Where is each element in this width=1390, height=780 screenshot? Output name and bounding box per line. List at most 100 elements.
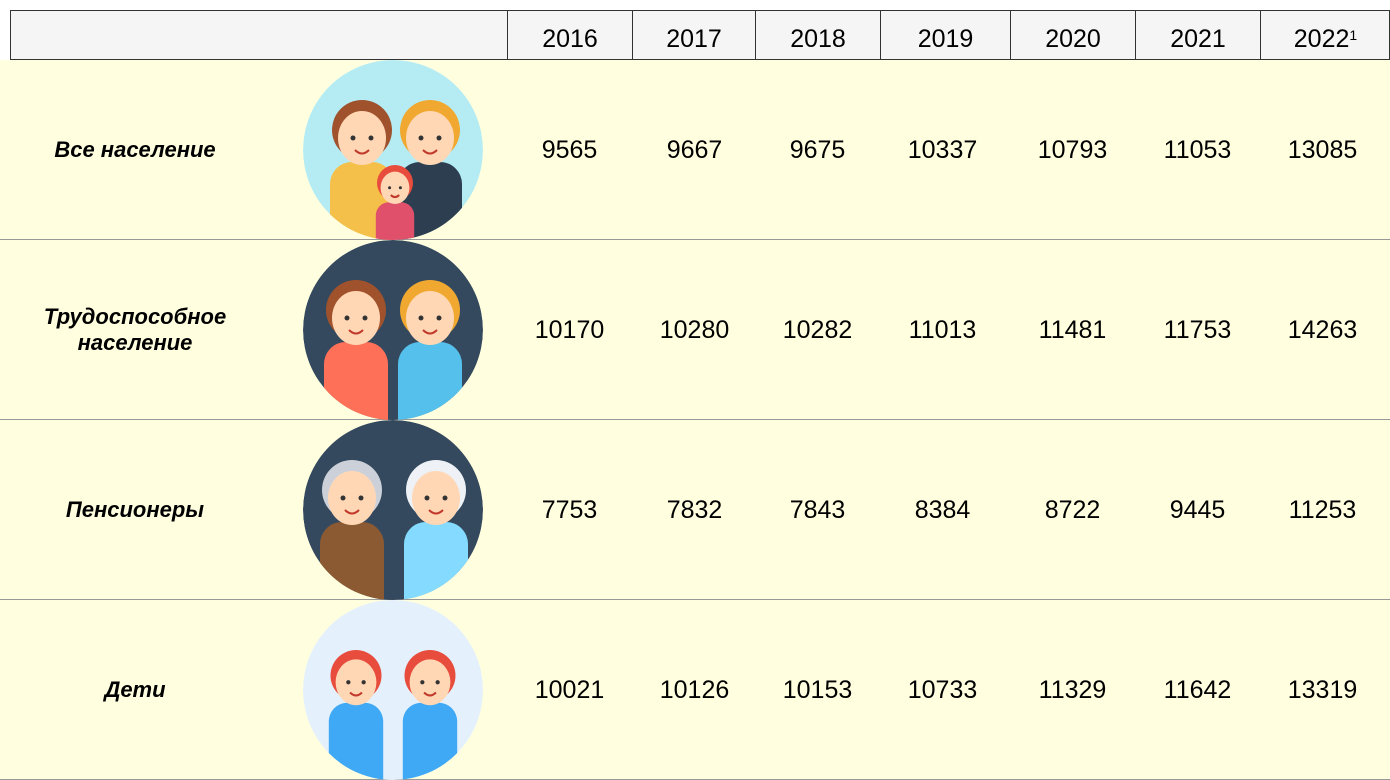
cell-value: 10126	[659, 675, 730, 704]
icon-part	[422, 149, 438, 155]
cell-value: 11642	[1163, 675, 1232, 704]
row-label: Все население	[54, 137, 216, 162]
icon-part	[406, 111, 454, 165]
cell-value: 11329	[1038, 675, 1107, 704]
icon-part	[424, 495, 430, 501]
cell-value: 10793	[1037, 135, 1108, 164]
year-header: 2019	[880, 10, 1010, 60]
cell-value: 9445	[1169, 495, 1226, 524]
icon-part	[375, 202, 415, 240]
year: 2019	[917, 24, 974, 53]
icon-part	[350, 135, 356, 141]
year-header: 2017	[632, 10, 755, 60]
icon-part	[398, 162, 462, 240]
icon-part	[406, 291, 454, 345]
icon-part	[361, 680, 366, 685]
cell-value: 11481	[1038, 315, 1107, 344]
icon-part	[358, 495, 364, 501]
icon-part	[362, 315, 368, 321]
year-header: 2020	[1010, 10, 1135, 60]
cell-value: 7832	[666, 495, 723, 524]
cell-value: 14263	[1287, 315, 1358, 344]
icon-part	[412, 471, 460, 525]
icon-part	[388, 186, 392, 190]
icon-part	[320, 522, 384, 600]
icon-part	[328, 702, 384, 780]
icon-part	[402, 702, 458, 780]
row-icon	[303, 600, 483, 780]
cell-value: 11013	[908, 315, 977, 344]
icon-part	[398, 186, 402, 190]
cell-value: 10170	[534, 315, 605, 344]
row-label: Дети	[104, 677, 166, 702]
year-header: 2016	[507, 10, 632, 60]
icon-part	[390, 194, 400, 199]
table-row	[0, 240, 1390, 420]
icon-part	[428, 509, 444, 515]
footnote-mark: 1	[1349, 27, 1358, 43]
cell-value: 7843	[789, 495, 846, 524]
cell-value: 10280	[659, 315, 730, 344]
table-row	[0, 60, 1390, 240]
year: 2018	[790, 24, 846, 53]
cell-value: 11253	[1288, 495, 1357, 524]
cell-value: 10733	[907, 675, 978, 704]
icon-part	[324, 342, 388, 420]
icon-part	[346, 680, 351, 685]
cell-value: 8384	[914, 495, 971, 524]
row-label: Трудоспособное население	[43, 304, 227, 355]
cell-value: 9675	[789, 135, 846, 164]
year: 2022	[1293, 24, 1350, 53]
cell-value: 10153	[782, 675, 853, 704]
cell-value: 10282	[782, 315, 853, 344]
icon-part	[420, 680, 425, 685]
icon-part	[418, 135, 424, 141]
year: 2021	[1170, 24, 1226, 53]
icon-part	[348, 329, 364, 335]
icon-part	[442, 495, 448, 501]
icon-part	[332, 291, 380, 345]
cell-value: 13319	[1287, 675, 1358, 704]
icon-part	[335, 659, 377, 706]
row-icon	[303, 420, 483, 600]
table-row	[0, 600, 1390, 780]
icon-part	[349, 691, 363, 697]
cell-value: 11053	[1163, 135, 1232, 164]
icon-part	[344, 509, 360, 515]
cell-value: 13085	[1287, 135, 1358, 164]
icon-part	[398, 342, 462, 420]
icon-part	[436, 315, 442, 321]
year-header: 2018	[755, 10, 880, 60]
header-row	[10, 10, 1390, 60]
icon-part	[409, 659, 451, 706]
cell-value: 10021	[534, 675, 605, 704]
icon-part	[435, 680, 440, 685]
icon-part	[423, 691, 437, 697]
icon-part	[340, 495, 346, 501]
year-header: 2022 1	[1260, 10, 1390, 60]
icon-part	[344, 315, 350, 321]
icon-part	[418, 315, 424, 321]
icon-part	[380, 171, 410, 204]
row-icon	[303, 240, 483, 420]
cell-value: 9565	[541, 135, 598, 164]
year: 2017	[666, 24, 722, 53]
icon-part	[436, 135, 442, 141]
cell-value: 7753	[541, 495, 598, 524]
cell-value: 8722	[1044, 495, 1101, 524]
icon-part	[404, 522, 468, 600]
row-icon	[303, 60, 483, 240]
cell-value: 9667	[666, 135, 723, 164]
table-row	[0, 420, 1390, 600]
row-label: Пенсионеры	[65, 497, 205, 522]
cell-value: 10337	[907, 135, 978, 164]
icon-part	[338, 111, 386, 165]
icon-part	[328, 471, 376, 525]
cell-value: 11753	[1163, 315, 1232, 344]
icon-part	[330, 162, 394, 240]
icon-part	[368, 135, 374, 141]
icon-part	[422, 329, 438, 335]
year: 2016	[542, 24, 598, 53]
icon-part	[354, 149, 370, 155]
